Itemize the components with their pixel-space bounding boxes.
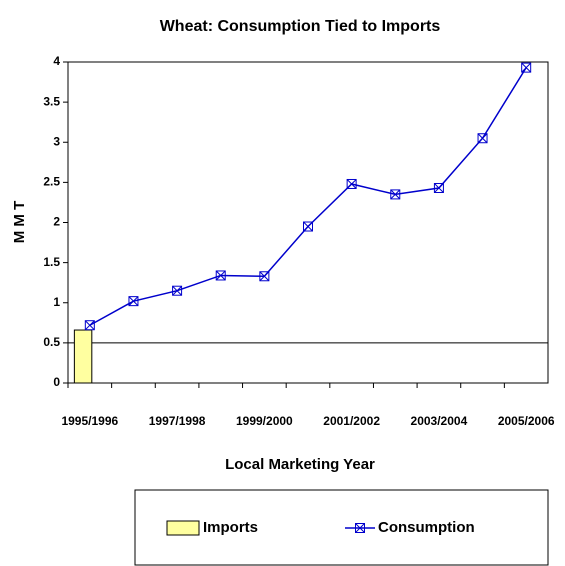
point xyxy=(303,221,313,232)
legend-label: Imports xyxy=(203,519,258,536)
y-tick-label: 1.5 xyxy=(43,255,60,269)
point xyxy=(346,178,357,189)
y-tick-label: 1 xyxy=(53,295,60,309)
x-tick-label: 1997/1998 xyxy=(149,414,206,428)
point xyxy=(84,320,95,331)
point xyxy=(259,271,270,282)
y-tick-label: 3 xyxy=(53,134,60,148)
point xyxy=(521,62,532,73)
y-axis-title: M M T xyxy=(11,201,28,244)
point xyxy=(172,285,183,296)
y-tick-label: 3.5 xyxy=(43,94,60,108)
point xyxy=(390,189,401,200)
x-axis-title: Local Marketing Year xyxy=(225,456,375,473)
point xyxy=(128,296,139,307)
point xyxy=(477,133,488,144)
x-tick-label: 1995/1996 xyxy=(61,414,118,428)
y-tick-label: 2.5 xyxy=(43,175,60,189)
x-tick-label: 2005/2006 xyxy=(498,414,555,428)
point xyxy=(215,270,226,281)
y-tick-label: 4 xyxy=(53,54,60,68)
x-tick-label: 1999/2000 xyxy=(236,414,293,428)
x-tick-label: 2001/2002 xyxy=(323,414,380,428)
legend-label: Consumption xyxy=(378,519,475,536)
legend-marker xyxy=(355,523,365,533)
point xyxy=(433,182,444,193)
y-tick-label: 2 xyxy=(53,215,60,229)
y-tick-label: 0.5 xyxy=(43,335,60,349)
x-tick-label: 2003/2004 xyxy=(411,414,468,428)
chart-title: Wheat: Consumption Tied to Imports xyxy=(160,18,441,35)
legend-box xyxy=(134,489,549,566)
y-tick-label: 0 xyxy=(53,375,60,389)
legend-swatch xyxy=(166,520,200,536)
bar xyxy=(73,329,93,384)
